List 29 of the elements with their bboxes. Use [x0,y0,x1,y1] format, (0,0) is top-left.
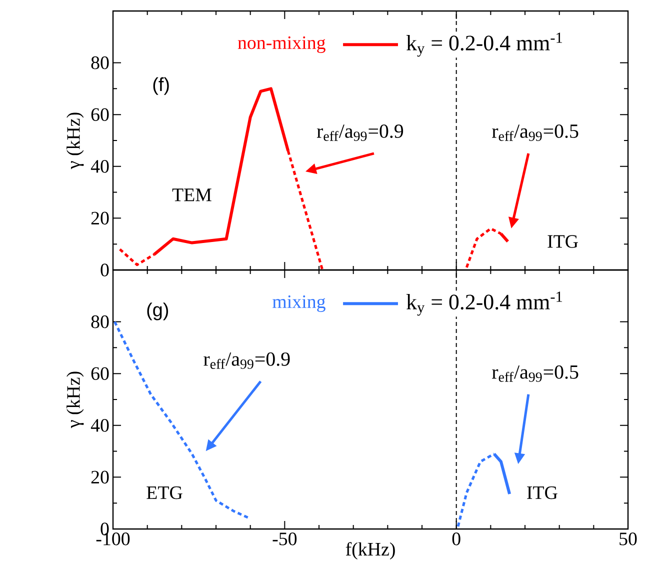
y-tick-label: 60 [91,108,109,121]
annotation: r$_{eff}$/a$_{99}$=0.9 [204,352,290,369]
x-tick-label: -50 [272,532,297,546]
legend-title: mixing [272,295,326,312]
x-axis-title: f(kHz) [346,542,395,560]
y-tick-label: 80 [91,315,109,328]
y-tick-label: 60 [91,367,109,380]
legend-title: non-mixing [238,36,326,53]
annotation: ITG [548,235,578,248]
annotation: r$_{eff}$/a$_{99}$=0.5 [492,124,578,141]
x-tick-label: 0 [452,532,460,546]
y-tick-label: 40 [90,419,109,432]
annotation: (g) [147,302,168,320]
annotation: TEM [172,188,212,202]
y-tick-label: 20 [91,470,109,484]
annotation: ITG [527,486,558,500]
x-tick-label: 50 [620,532,637,546]
y-tick-label: 20 [91,212,109,225]
y-axis-title: γ (kHz) [66,372,84,428]
y-tick-label: 40 [90,160,109,173]
y-axis-title: γ (kHz) [66,112,84,170]
y-tick-label: 80 [91,56,109,70]
annotation: r$_{eff}$/a$_{99}$=0.5 [492,365,578,382]
legend-label: k$_{y}$ = 0.2-0.4 mm$^{-1}$ [406,32,562,57]
y-tick-label: 0 [100,264,109,276]
annotation: ETG [146,486,182,500]
annotation: (f) [153,77,169,95]
legend-label: k$_{y}$ = 0.2-0.4 mm$^{-1}$ [406,292,562,316]
annotation: r$_{eff}$/a$_{99}$=0.9 [316,124,404,141]
